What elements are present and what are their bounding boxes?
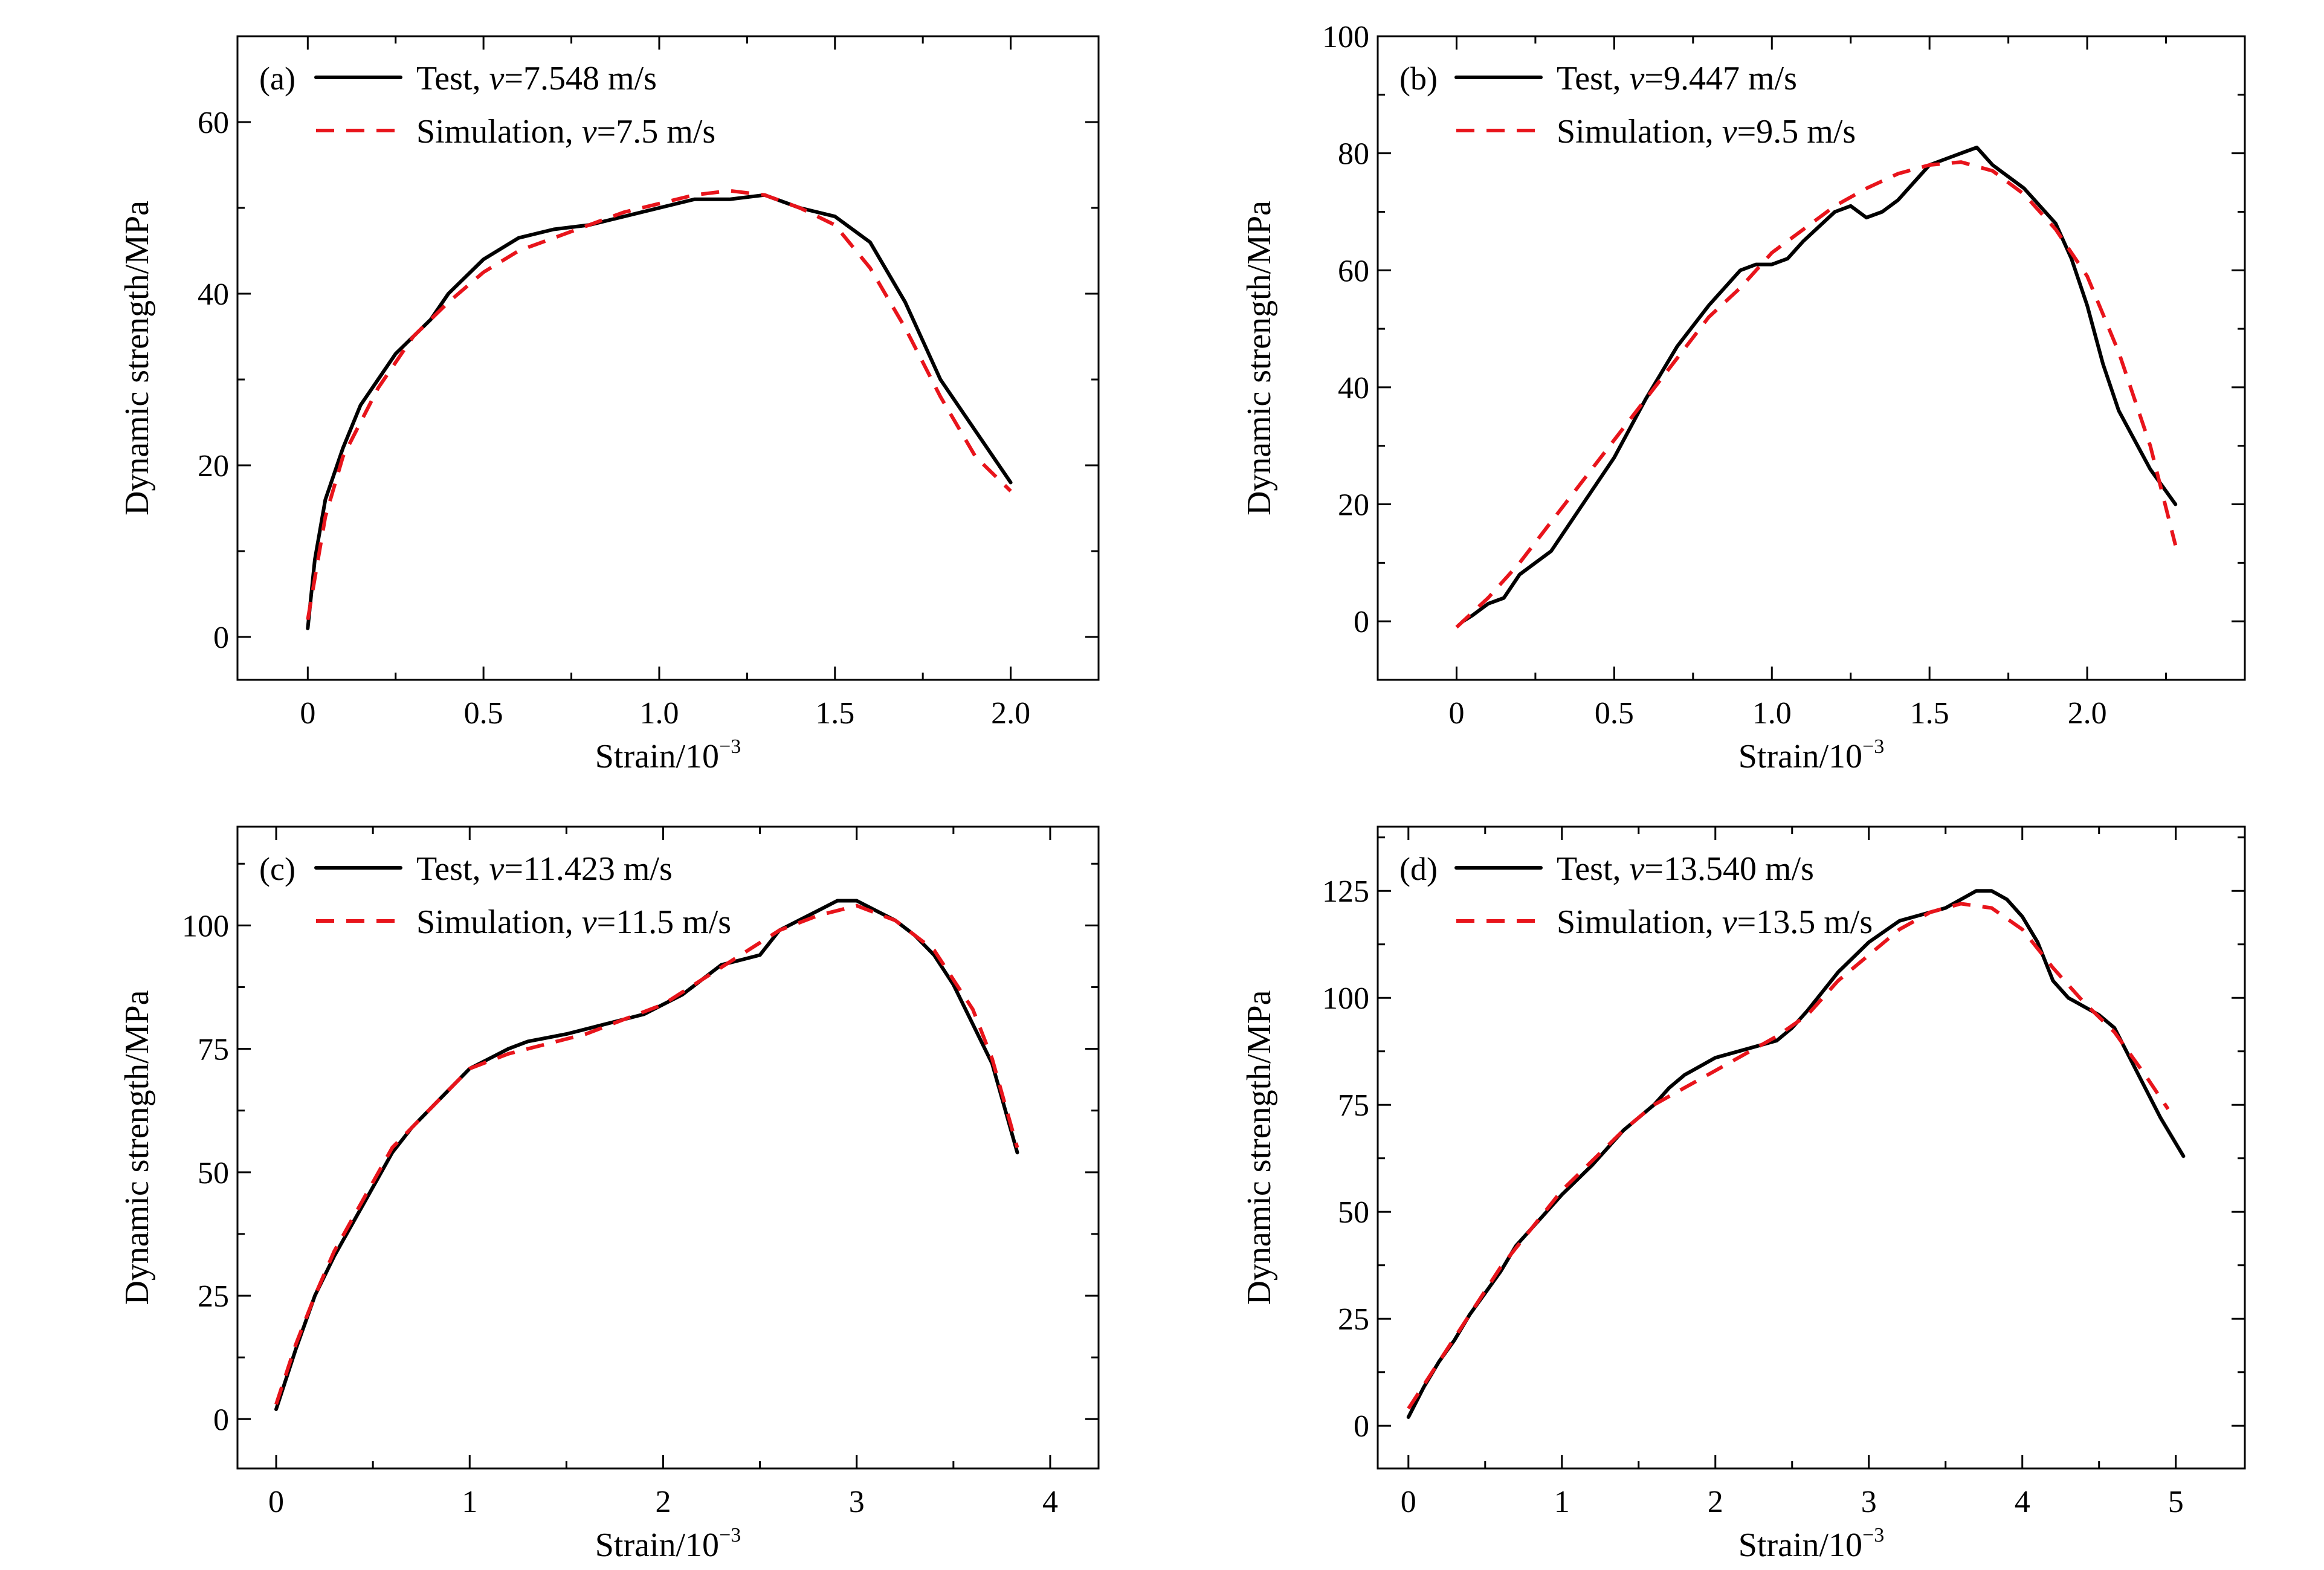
y-axis-title: Dynamic strength/MPa [1241,990,1278,1305]
x-tick-label: 0 [268,1485,284,1519]
x-tick-label: 4 [2015,1485,2030,1519]
x-axis-title-exponent: −3 [719,735,741,758]
simulation-series-line [1455,160,2178,629]
panel-label: (b) [1399,60,1438,97]
test-series-line [1461,146,2178,624]
y-tick-label: 100 [1322,981,1369,1016]
legend-simulation-label: Simulation, v=9.5 m/s [1557,113,1856,150]
test-series-line [1406,889,2186,1419]
x-tick-label: 3 [1861,1485,1877,1519]
plot-frame [1377,35,2246,681]
y-tick-label: 20 [198,449,229,483]
y-tick-label: 60 [1338,254,1369,288]
y-tick-label: 25 [1338,1302,1369,1337]
y-tick-label: 75 [1338,1088,1369,1123]
x-tick-label: 5 [2168,1485,2184,1519]
x-tick-label: 2.0 [991,696,1030,731]
chart-panel-3: 0 1 2 3 4 0 25 50 75 100 Strain/10−3 Dynamic streng… [118,825,1100,1564]
x-axis-title: Strain/10−3 [595,1524,741,1564]
y-tick-label: 100 [1322,20,1369,54]
legend-test-label: Test, v=9.447 m/s [1557,60,1797,97]
plot-frame [1377,825,2246,1470]
x-axis-title-exponent: −3 [1862,735,1884,758]
y-tick-label: 125 [1322,874,1369,909]
x-tick-label: 1.5 [815,696,854,731]
x-tick-label: 1 [462,1485,477,1519]
x-tick-label: 0.5 [1595,696,1634,731]
y-tick-label: 80 [1338,137,1369,172]
legend-test-label: Test, v=11.423 m/s [416,850,673,888]
y-axis-title: Dynamic strength/MPa [118,201,156,515]
y-tick-label: 0 [1354,605,1369,639]
y-tick-label: 20 [1338,488,1369,523]
y-axis-title: Dynamic strength/MPa [1241,201,1278,515]
x-tick-label: 1.0 [639,696,679,731]
y-axis-title: Dynamic strength/MPa [118,990,156,1305]
x-tick-label: 2 [1708,1485,1723,1519]
x-axis-title-text: Strain/10 [595,1526,719,1564]
legend-simulation-label: Simulation, v=13.5 m/s [1557,903,1873,941]
y-tick-label: 40 [198,277,229,312]
x-tick-label: 4 [1042,1485,1058,1519]
y-tick-label: 50 [198,1156,229,1190]
x-tick-label: 2.0 [2068,696,2107,731]
y-tick-label: 0 [213,1403,229,1437]
plot-frame [236,35,1100,681]
chart-panel-1: 0 0.5 1.0 1.5 2.0 0 20 40 60 Strain/10−3 Dynamic s… [118,35,1100,775]
y-tick-label: 100 [182,909,229,943]
test-series-line [306,193,1013,630]
x-tick-label: 2 [655,1485,671,1519]
simulation-series-line [306,189,1012,621]
y-tick-label: 40 [1338,371,1369,405]
y-tick-label: 0 [213,621,229,655]
x-tick-label: 0 [1448,696,1464,731]
x-tick-label: 1.5 [1910,696,1949,731]
x-tick-label: 0 [1401,1485,1416,1519]
x-axis-title: Strain/10−3 [1738,735,1885,775]
simulation-series-line [1407,902,2170,1410]
panel-label: (d) [1399,851,1438,887]
x-tick-label: 1.0 [1752,696,1792,731]
x-tick-label: 3 [849,1485,865,1519]
chart-panel-2: 0 0.5 1.0 1.5 2.0 0 20 40 60 80 100 Strain/10−3 Dyna… [1241,20,2246,775]
legend-simulation-label: Simulation, v=11.5 m/s [416,903,731,941]
x-tick-label: 1 [1554,1485,1570,1519]
legend-test-label: Test, v=7.548 m/s [416,60,657,97]
y-tick-label: 0 [1354,1409,1369,1444]
x-axis-title: Strain/10−3 [1738,1524,1885,1564]
simulation-series-line [274,903,1019,1405]
legend-test-label: Test, v=13.540 m/s [1557,850,1814,888]
y-tick-label: 25 [198,1279,229,1314]
x-axis-title-text: Strain/10 [595,738,719,775]
x-axis-title-text: Strain/10 [1738,738,1862,775]
panel-label: (c) [259,851,295,887]
x-axis-title: Strain/10−3 [595,735,741,775]
legend-simulation-label: Simulation, v=7.5 m/s [416,113,715,150]
x-axis-title-exponent: −3 [719,1524,741,1546]
plot-frame [236,825,1100,1470]
x-axis-title-text: Strain/10 [1738,1526,1862,1564]
y-tick-label: 60 [198,106,229,140]
y-tick-label: 75 [198,1033,229,1067]
panel-label: (a) [259,60,295,97]
x-axis-title-exponent: −3 [1862,1524,1884,1546]
x-tick-label: 0 [300,696,315,731]
y-tick-label: 50 [1338,1195,1369,1230]
x-tick-label: 0.5 [464,696,503,731]
